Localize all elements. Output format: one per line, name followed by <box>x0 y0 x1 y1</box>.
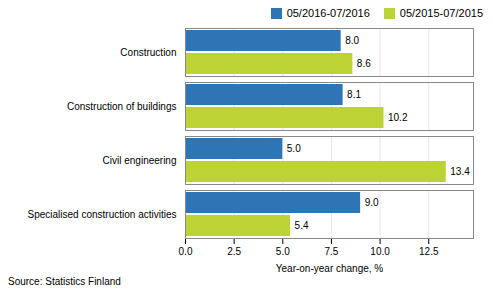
svg-text:5.4: 5.4 <box>295 220 309 231</box>
svg-text:Specialised construction activ: Specialised construction activities <box>28 209 177 220</box>
svg-text:8.0: 8.0 <box>345 35 359 46</box>
svg-text:10.0: 10.0 <box>370 246 390 257</box>
svg-text:Construction of buildings: Construction of buildings <box>67 101 177 112</box>
svg-text:13.4: 13.4 <box>450 166 470 177</box>
svg-text:8.1: 8.1 <box>347 89 361 100</box>
html-text:Source: Statistics Finland: Source: Statistics Finland <box>8 276 121 287</box>
svg-text:5.0: 5.0 <box>287 143 301 154</box>
svg-text:7.5: 7.5 <box>324 246 338 257</box>
svg-text:8.6: 8.6 <box>357 58 371 69</box>
html-text:05/2016-07/2016: 05/2016-07/2016 <box>286 6 370 19</box>
html-text:05/2015-07/2015: 05/2015-07/2015 <box>399 6 483 19</box>
svg-text:12.5: 12.5 <box>419 246 439 257</box>
svg-text:0.0: 0.0 <box>179 246 193 257</box>
svg-text:Year-on-year change, %: Year-on-year change, % <box>276 263 384 274</box>
svg-text:Civil engineering: Civil engineering <box>103 155 177 166</box>
svg-text:Construction: Construction <box>120 47 176 58</box>
svg-text:5.0: 5.0 <box>276 246 290 257</box>
svg-text:9.0: 9.0 <box>365 197 379 208</box>
svg-text:2.5: 2.5 <box>227 246 241 257</box>
svg-text:10.2: 10.2 <box>388 112 408 123</box>
